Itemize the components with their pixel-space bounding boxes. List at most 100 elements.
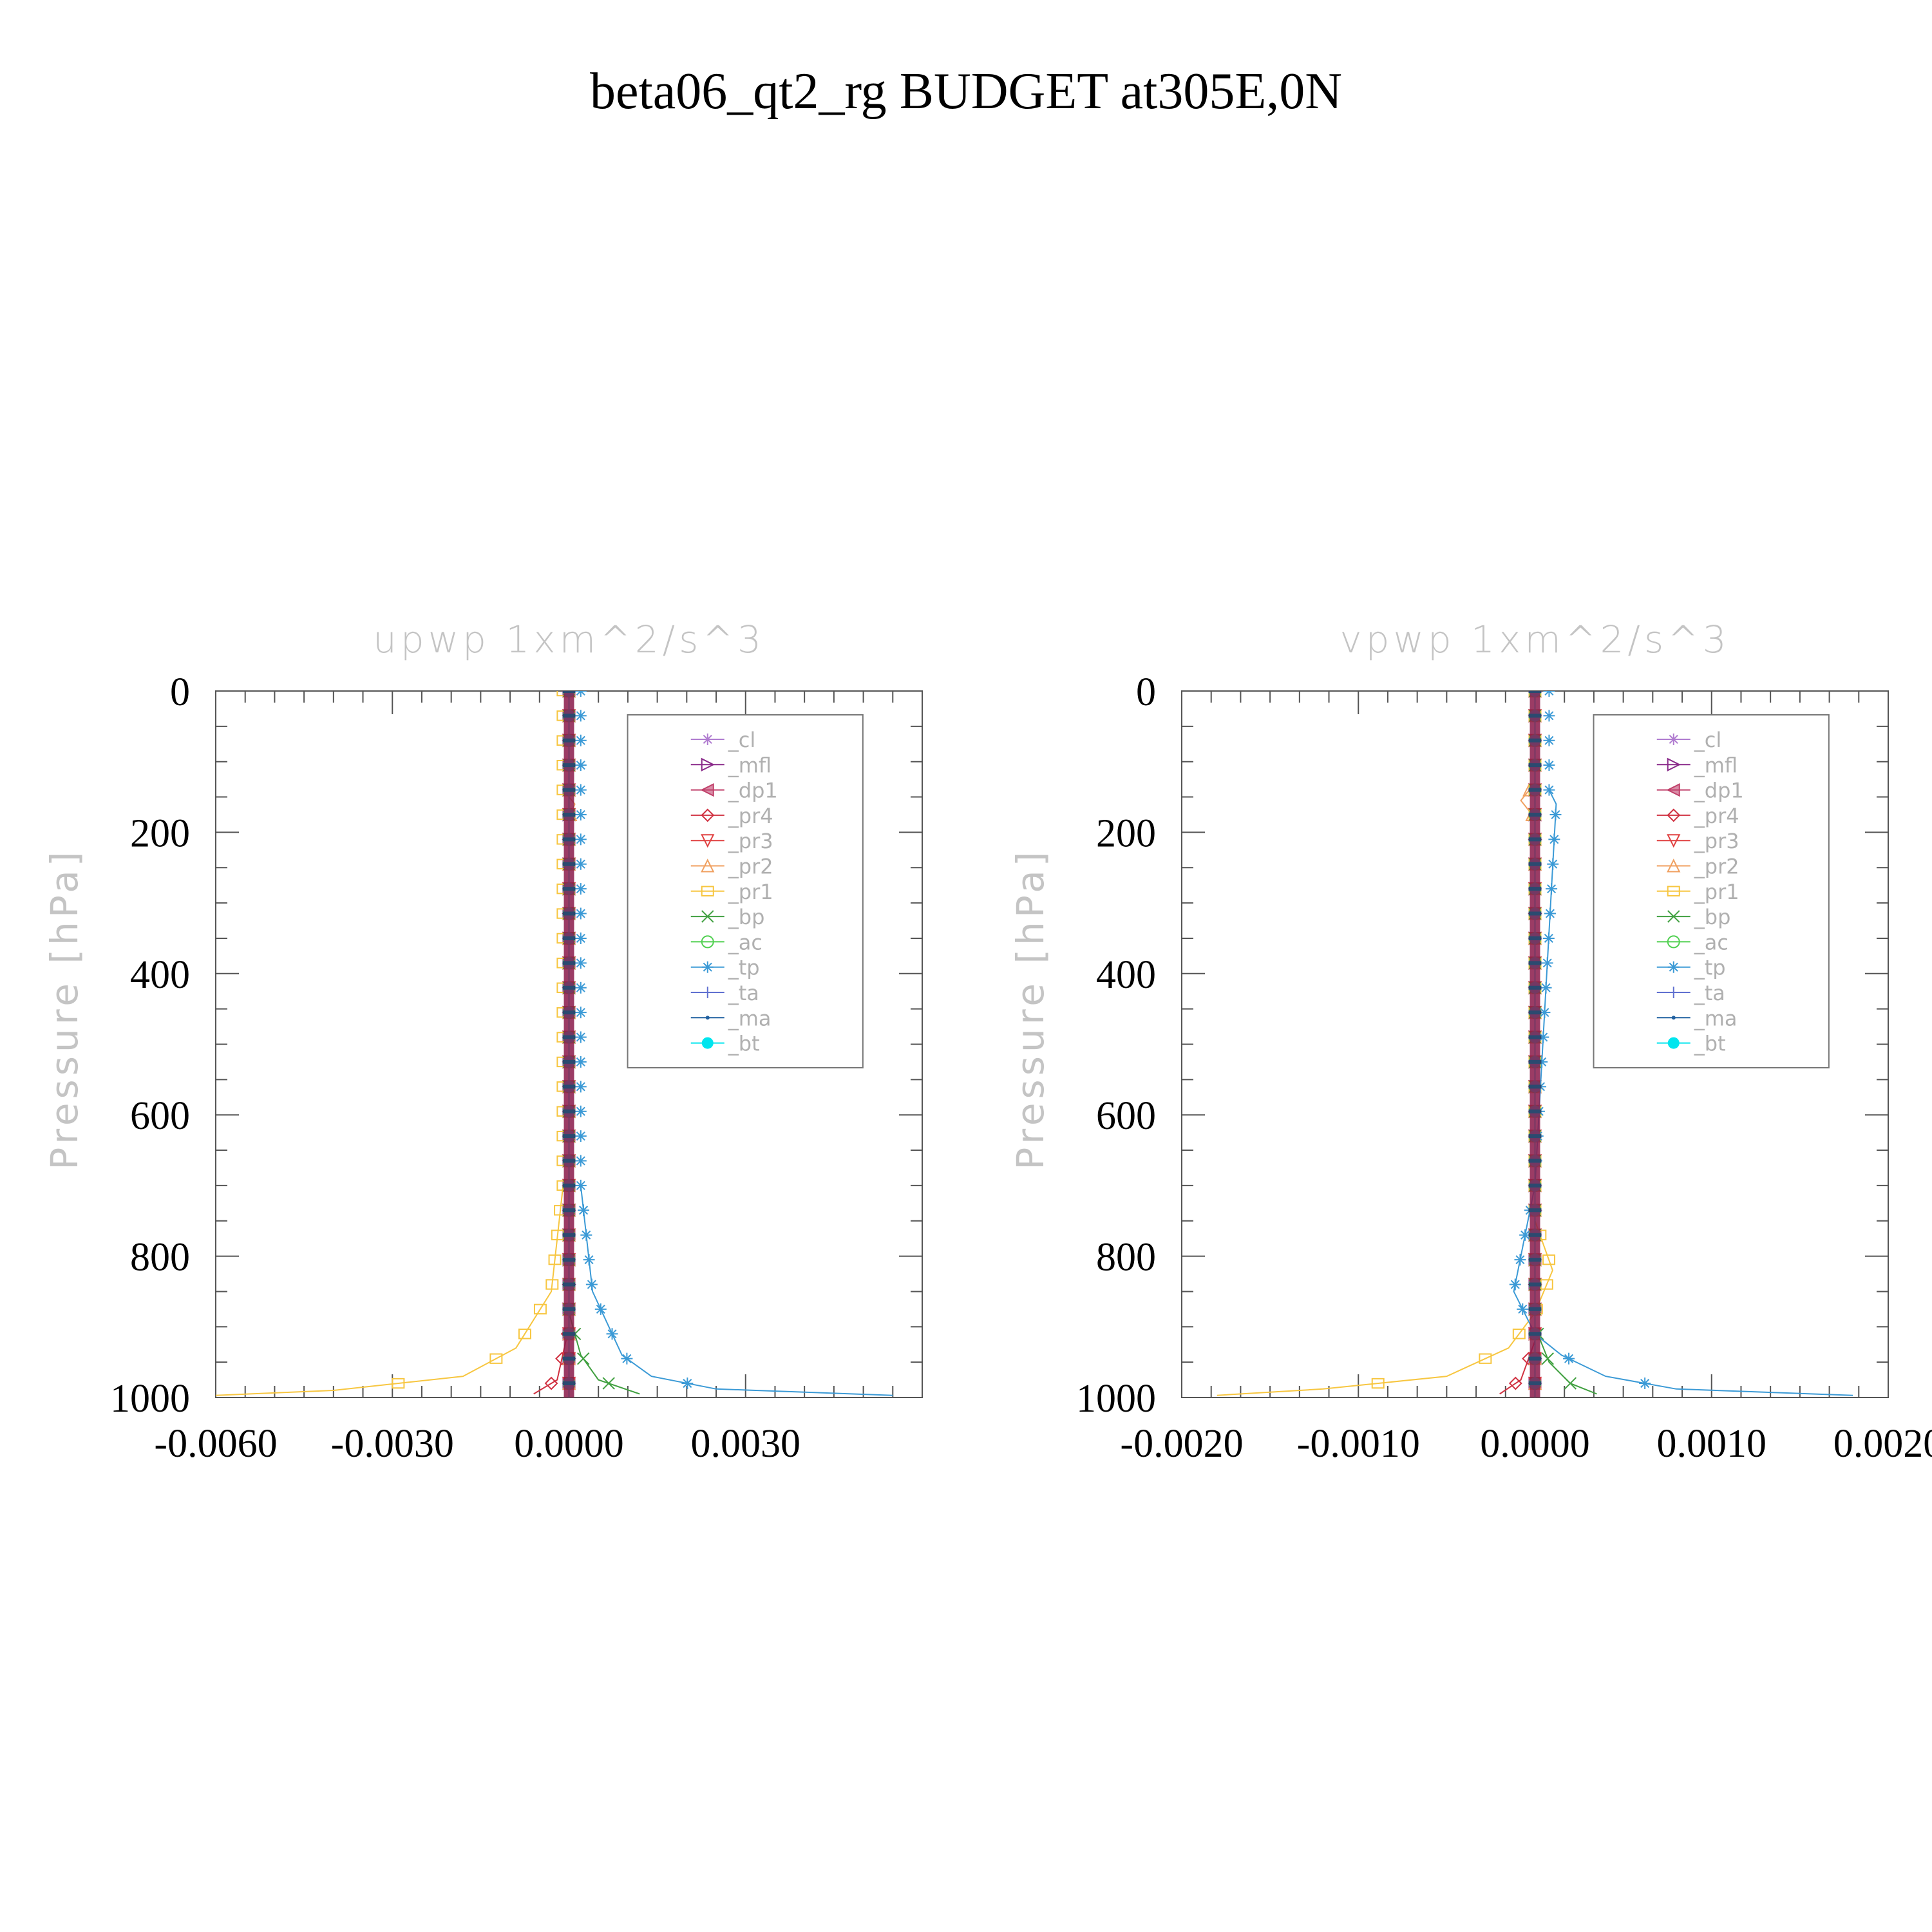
series-marker: [606, 1328, 618, 1340]
series-marker: [544, 1376, 558, 1390]
series-marker: [1519, 1229, 1531, 1241]
x-tick-label: 0.0030: [691, 1422, 801, 1466]
series-marker: [580, 1229, 592, 1241]
legend-label: _pr1: [728, 880, 773, 904]
series-marker: [574, 759, 587, 772]
series-marker: [1667, 734, 1680, 745]
series-marker: [1564, 1377, 1577, 1390]
y-tick-label: 200: [1096, 811, 1156, 855]
zero-line-cluster: [1530, 691, 1540, 1397]
y-tick-label: 800: [130, 1236, 190, 1280]
series-marker: [1563, 1352, 1575, 1365]
legend-label: _tp: [728, 956, 760, 980]
series-marker: [574, 932, 587, 944]
legend-label: _tp: [1694, 956, 1726, 980]
series-marker: [701, 961, 714, 973]
series-marker: [1543, 710, 1555, 722]
series-marker: [1667, 1037, 1680, 1049]
series-marker: [1546, 883, 1558, 895]
series-marker: [1667, 757, 1681, 772]
series-marker: [574, 883, 587, 895]
series-marker: [574, 1105, 587, 1117]
series-marker: [1667, 987, 1680, 998]
x-tick-label: -0.0020: [1120, 1422, 1243, 1466]
x-tick-label: -0.0030: [331, 1422, 454, 1466]
series-marker: [1537, 1031, 1549, 1043]
series-marker: [701, 910, 714, 923]
series-marker: [1667, 886, 1680, 896]
series-marker: [1543, 759, 1555, 772]
y-tick-label: 800: [1096, 1236, 1156, 1280]
y-tick-label: 600: [130, 1094, 190, 1138]
series-marker: [594, 1303, 607, 1315]
series-marker: [1549, 808, 1562, 820]
series-marker: [574, 691, 587, 697]
series-marker: [545, 1279, 559, 1290]
legend: _cl_mfl_dp1_pr4_pr3_pr2_pr1_bp_ac_tp_ta_…: [627, 714, 864, 1068]
series-marker: [1479, 1353, 1492, 1364]
x-tick-label: -0.0010: [1297, 1422, 1420, 1466]
series-marker: [585, 1278, 598, 1291]
legend-label: _cl: [1694, 728, 1721, 752]
legend-label: _ta: [728, 981, 759, 1005]
series-marker: [1536, 1056, 1548, 1068]
series-marker: [574, 784, 587, 796]
series-marker: [701, 734, 714, 745]
y-tick-label: 400: [130, 953, 190, 997]
legend-label: _bt: [728, 1032, 760, 1056]
x-tick-label: -0.0060: [154, 1422, 277, 1466]
series-marker: [602, 1377, 615, 1390]
y-tick-label: 400: [1096, 953, 1156, 997]
series-marker: [583, 1254, 595, 1266]
zero-line-cluster: [564, 691, 574, 1397]
series-marker: [1541, 1352, 1554, 1365]
series-marker: [1544, 907, 1556, 920]
series-marker: [1667, 910, 1680, 923]
series-marker: [574, 907, 587, 920]
series-marker: [574, 1081, 587, 1093]
series-marker: [1541, 957, 1553, 969]
legend-label: _mfl: [728, 753, 772, 777]
series-marker: [574, 734, 587, 746]
series-marker: [1667, 961, 1680, 973]
legend-label: _pr2: [1694, 855, 1739, 879]
series-marker: [1666, 782, 1680, 797]
series-marker: [681, 1378, 694, 1390]
legend-label: _pr1: [1694, 880, 1739, 904]
data-area: [216, 691, 893, 1397]
series-marker: [574, 858, 587, 870]
series-marker: [621, 1352, 633, 1365]
series-marker: [574, 1155, 587, 1167]
series-marker: [548, 1254, 562, 1265]
legend-label: _pr2: [728, 855, 773, 879]
series-marker: [1543, 691, 1555, 697]
series-marker: [705, 1016, 710, 1020]
series-marker: [1671, 1016, 1676, 1020]
series-marker: [518, 1329, 531, 1340]
series-marker: [701, 886, 714, 896]
series-marker: [1667, 858, 1681, 873]
y-tick-label: 200: [130, 811, 190, 855]
series-marker: [574, 1130, 587, 1142]
legend-label: _ac: [728, 930, 762, 954]
series-marker: [1539, 1007, 1551, 1019]
series-marker: [1512, 1329, 1526, 1340]
series-marker: [1639, 1378, 1651, 1390]
y-tick-label: 1000: [110, 1377, 190, 1421]
legend-label: _mfl: [1694, 753, 1738, 777]
legend-label: _pr3: [728, 829, 773, 853]
chart-panel-1: 0 200 400 600 800 1000-0.0060 -0.0030 0.0000 0.0…: [43, 618, 923, 1466]
legend-label: _pr4: [728, 804, 773, 828]
legend-box: [1593, 714, 1830, 1068]
series-marker: [1508, 1376, 1522, 1390]
series-marker: [574, 710, 587, 722]
legend-label: _ma: [1694, 1006, 1738, 1030]
legend-label: _pr3: [1694, 829, 1739, 853]
legend-label: _dp1: [1694, 779, 1744, 803]
series-marker: [1547, 858, 1559, 870]
series-marker: [1548, 833, 1560, 846]
legend-box: [627, 714, 864, 1068]
series-line-pr1: [216, 1185, 564, 1396]
series-line-bp: [568, 1312, 640, 1395]
